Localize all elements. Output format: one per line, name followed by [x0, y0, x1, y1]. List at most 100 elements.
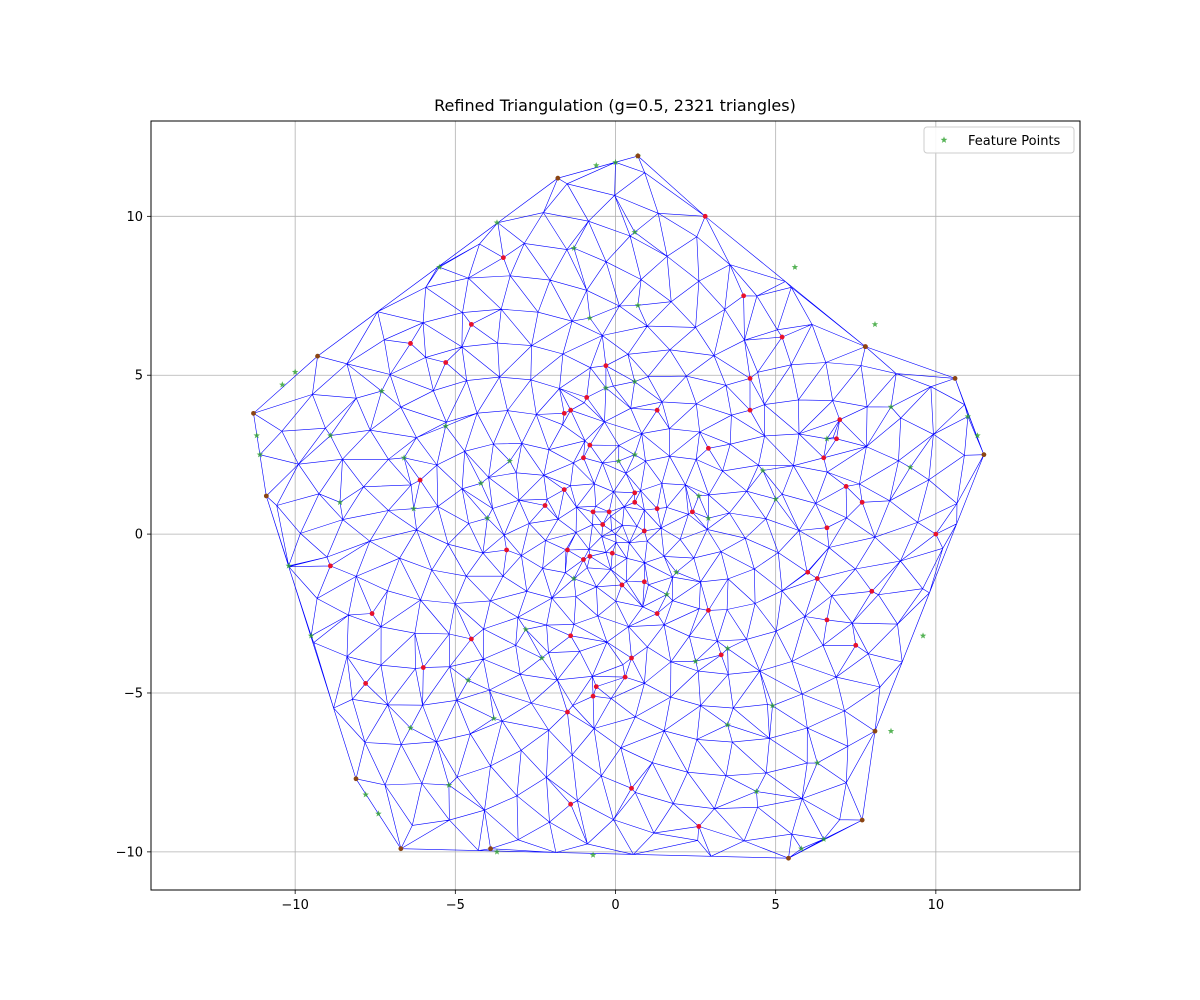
refined-point	[468, 321, 474, 327]
plot-area	[150, 120, 1081, 891]
corner-point	[263, 493, 269, 499]
refined-point	[805, 569, 811, 575]
feature-point	[538, 654, 546, 661]
y-tick-label: 0	[135, 528, 143, 543]
feature-point	[375, 810, 382, 817]
refined-point	[327, 563, 333, 569]
refined-point	[702, 213, 708, 219]
legend: Feature Points	[923, 126, 1075, 154]
feature-point	[769, 702, 776, 709]
refined-point	[834, 436, 839, 442]
x-axis: −10 −5 0 5 10	[281, 890, 944, 913]
feature-point	[327, 432, 334, 439]
y-tick-label: −5	[124, 686, 143, 701]
refined-point	[632, 490, 638, 496]
refined-point	[565, 547, 570, 553]
feature-point	[589, 851, 597, 858]
feature-point	[362, 791, 369, 798]
feature-point	[506, 457, 513, 464]
refined-point	[408, 341, 413, 346]
corner-point	[251, 410, 256, 416]
refined-point	[654, 611, 660, 616]
feature-point	[307, 632, 315, 639]
refined-point	[561, 410, 567, 416]
feature-point	[570, 575, 578, 582]
feature-point	[615, 457, 622, 464]
refined-point	[568, 801, 574, 807]
refined-point	[706, 445, 711, 451]
y-tick-label: 10	[126, 210, 143, 225]
feature-point	[823, 435, 831, 442]
feature-point	[291, 368, 299, 375]
feature-point	[631, 378, 638, 385]
feature-point	[964, 413, 972, 420]
feature-point	[695, 492, 702, 499]
refined-point	[859, 499, 865, 505]
refined-point	[369, 611, 375, 616]
refined-point	[706, 607, 711, 613]
corner-point	[353, 776, 359, 782]
refined-point	[420, 665, 426, 670]
corner-point	[981, 452, 987, 458]
refined-point	[821, 455, 827, 461]
refined-point	[417, 477, 423, 483]
feature-point	[279, 381, 286, 388]
refined-point	[593, 684, 599, 690]
refined-point	[824, 525, 830, 531]
refined-point	[363, 681, 369, 686]
feature-point	[791, 263, 799, 270]
feature-point	[634, 301, 642, 309]
feature-point	[445, 781, 453, 788]
corner-point	[786, 855, 791, 861]
refined-point	[600, 522, 606, 527]
feature-point	[490, 715, 497, 722]
feature-point	[673, 568, 680, 575]
feature-point	[256, 451, 264, 458]
feature-point	[724, 645, 731, 652]
feature-point	[753, 788, 760, 795]
markers	[251, 152, 987, 861]
refined-point	[779, 334, 785, 340]
refined-point	[629, 655, 634, 661]
feature-point	[907, 464, 914, 471]
feature-point	[871, 321, 879, 328]
feature-point	[253, 432, 260, 439]
feature-point	[442, 422, 449, 429]
refined-point	[590, 693, 596, 699]
refined-point	[581, 557, 586, 562]
feature-point	[724, 721, 731, 728]
x-tick-label: 0	[611, 898, 619, 913]
feature-point	[378, 387, 385, 394]
refined-point	[869, 588, 875, 594]
chart-title: Refined Triangulation (g=0.5, 2321 trian…	[434, 96, 796, 115]
refined-point	[606, 509, 612, 515]
refined-point	[561, 487, 567, 493]
feature-point	[631, 451, 638, 458]
feature-point	[814, 759, 821, 766]
refined-point	[718, 652, 724, 658]
feature-point	[612, 158, 619, 166]
feature-point	[820, 835, 827, 842]
feature-point	[407, 724, 414, 731]
refined-point	[504, 547, 509, 553]
refined-point	[654, 407, 660, 413]
refined-point	[622, 674, 628, 680]
feature-point	[919, 632, 927, 639]
feature-point	[477, 479, 485, 486]
refined-point	[689, 509, 695, 515]
feature-point	[464, 676, 472, 683]
refined-point	[443, 360, 449, 365]
refined-point	[587, 553, 593, 559]
legend-star-icon	[940, 136, 948, 143]
refined-point	[843, 484, 849, 489]
corner-point	[398, 846, 404, 852]
feature-point	[570, 244, 578, 251]
x-tick-label: −5	[446, 898, 465, 913]
corner-point	[635, 153, 641, 159]
x-tick-label: 10	[928, 898, 945, 913]
legend-marker-feature-points	[940, 136, 948, 143]
feature-point	[410, 505, 417, 512]
refined-point	[500, 255, 506, 261]
feature-point	[436, 263, 443, 270]
